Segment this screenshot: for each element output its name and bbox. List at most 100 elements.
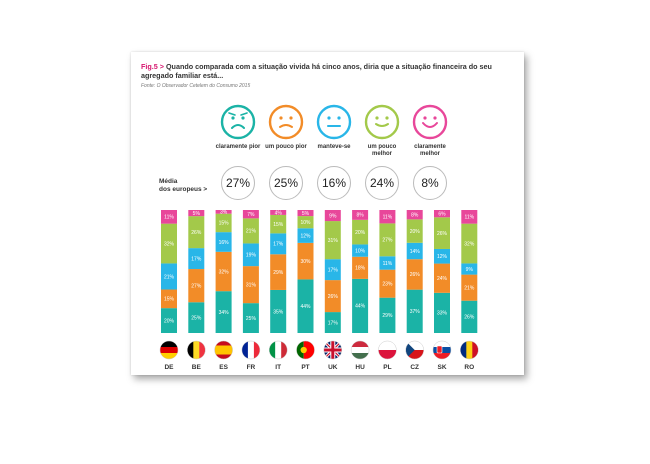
bar-segment xyxy=(324,210,341,222)
bar-segment xyxy=(270,210,287,215)
average-value: 27% xyxy=(221,166,255,200)
bar-segment xyxy=(352,219,369,245)
bar-value-label: 15% xyxy=(219,221,230,227)
bar-value-label: 17% xyxy=(328,320,339,326)
bar-value-label: 17% xyxy=(273,242,284,248)
very-sad-face-icon xyxy=(220,104,256,140)
bar-segment xyxy=(434,217,450,249)
bar-value-label: 8% xyxy=(411,212,419,218)
bar-segment xyxy=(352,210,369,220)
flag-portugal-icon xyxy=(296,340,315,360)
figure-source: Fonte: O Observador Cetelem do Consumo 2… xyxy=(141,83,251,89)
bar-segment xyxy=(270,214,287,234)
bar-segment xyxy=(324,312,341,333)
bar-segment xyxy=(352,278,369,333)
bar-segment xyxy=(379,269,396,298)
flag-uk-icon xyxy=(323,340,343,360)
sad-face-icon xyxy=(268,104,304,140)
country-code-label: FR xyxy=(247,364,256,371)
average-value: 16% xyxy=(317,166,351,200)
bar-value-label: 5% xyxy=(302,211,310,217)
bar-segment xyxy=(297,210,314,217)
bar-segment xyxy=(188,210,205,217)
bar-value-label: 44% xyxy=(355,304,366,310)
bar-value-label: 27% xyxy=(191,283,202,289)
bar-segment xyxy=(161,223,177,264)
bar-value-label: 25% xyxy=(246,316,257,322)
bar-value-label: 26% xyxy=(437,231,448,237)
bar-value-label: 21% xyxy=(246,229,257,235)
bar-value-label: 26% xyxy=(328,294,339,300)
bar-value-label: 11% xyxy=(383,214,393,220)
stacked-bar-chart: 20% 15% 21% 32% 11% 25% 27% 17% 26% 5% 34% 32% 16% 15… xyxy=(159,210,479,371)
bar-segment xyxy=(406,242,423,260)
flag-hungary-icon xyxy=(350,340,370,360)
bar-segment xyxy=(188,248,205,270)
bar-value-label: 26% xyxy=(191,230,202,236)
bar-segment xyxy=(242,266,259,304)
flag-germany-icon xyxy=(159,340,179,360)
bar-segment xyxy=(352,256,369,279)
bar-value-label: 35% xyxy=(273,309,284,315)
bar-value-label: 15% xyxy=(273,222,284,228)
bar-segment xyxy=(461,223,478,264)
bar-value-label: 9% xyxy=(466,267,474,273)
neutral-face-icon xyxy=(316,104,352,140)
bar-segment xyxy=(242,218,259,244)
bar-value-label: 3% xyxy=(220,210,228,216)
bar-value-label: 44% xyxy=(300,304,311,310)
bar-value-label: 34% xyxy=(219,310,230,316)
bar-value-label: 11% xyxy=(464,215,474,221)
bar-segment xyxy=(434,210,450,218)
bar-value-label: 12% xyxy=(300,233,311,239)
figure-question: Quando comparada com a situação vivida h… xyxy=(141,62,492,80)
bar-value-label: 11% xyxy=(164,215,174,221)
bar-segment xyxy=(188,216,205,249)
bar-segment xyxy=(434,248,450,264)
bar-value-label: 21% xyxy=(464,285,475,291)
bar-value-label: 26% xyxy=(410,272,421,278)
country-code-label: SK xyxy=(437,364,446,371)
bar-value-label: 16% xyxy=(219,240,230,246)
bar-value-label: 31% xyxy=(328,238,339,244)
country-code-label: UK xyxy=(328,364,338,371)
bar-segment xyxy=(379,223,396,257)
bar-value-label: 19% xyxy=(246,253,257,259)
bar-value-label: 17% xyxy=(191,256,202,262)
bar-segment xyxy=(324,280,341,313)
bar-segment xyxy=(161,289,177,309)
bar-value-label: 12% xyxy=(437,254,448,260)
bar-value-label: 17% xyxy=(328,267,339,273)
bar-segment xyxy=(379,210,396,224)
flag-slovakia-icon xyxy=(432,340,452,360)
bar-segment xyxy=(161,210,177,224)
bar-segment xyxy=(324,259,341,281)
figure-card: Fig.5 > Quando comparada com a situação … xyxy=(131,52,524,375)
bar-segment xyxy=(297,242,314,280)
bar-value-label: 21% xyxy=(164,274,175,280)
flag-romania-icon xyxy=(460,340,479,360)
bar-value-label: 15% xyxy=(164,297,175,303)
bar-value-label: 26% xyxy=(464,315,475,321)
bar-value-label: 29% xyxy=(273,270,284,276)
bar-segment xyxy=(297,228,314,243)
bar-segment xyxy=(461,300,478,333)
bar-segment xyxy=(406,259,423,290)
bar-value-label: 32% xyxy=(464,241,475,247)
bar-value-label: 7% xyxy=(247,212,255,218)
average-value: 25% xyxy=(269,166,303,200)
bar-value-label: 6% xyxy=(438,211,446,217)
bar-value-label: 20% xyxy=(164,318,175,324)
bar-segment xyxy=(461,263,478,275)
flag-belgium-icon xyxy=(187,340,206,360)
bar-segment xyxy=(188,302,205,333)
bar-value-label: 20% xyxy=(355,230,366,236)
bar-segment xyxy=(161,308,177,333)
bar-segment xyxy=(270,289,287,333)
country-code-label: ES xyxy=(219,364,228,371)
bar-segment xyxy=(406,210,423,220)
bar-value-label: 4% xyxy=(275,210,283,216)
country-code-label: BE xyxy=(192,364,202,371)
flag-czech-icon xyxy=(405,340,424,360)
bar-value-label: 30% xyxy=(300,259,311,265)
